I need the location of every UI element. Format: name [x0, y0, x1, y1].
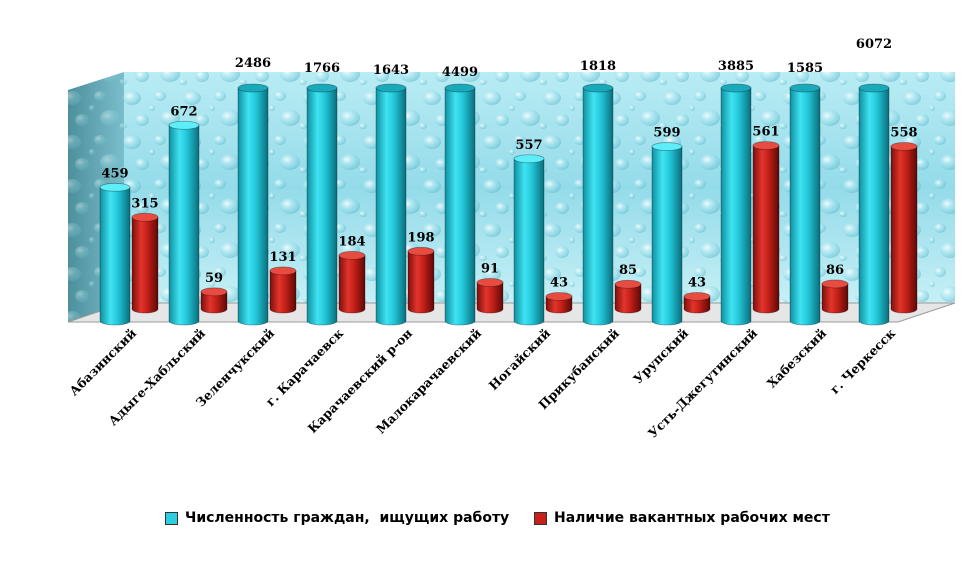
value-label-seekers-6: 557 [515, 138, 542, 153]
value-label-vacancies-8: 43 [688, 275, 706, 290]
value-label-seekers-2: 2486 [235, 56, 271, 71]
bar-seekers-8 [651, 142, 683, 326]
legend-label-seekers: Численность граждан, ищущих работу [185, 510, 510, 526]
value-label-seekers-3: 1766 [304, 61, 340, 76]
value-label-vacancies-0: 315 [131, 196, 158, 211]
value-label-seekers-8: 599 [653, 126, 680, 141]
value-label-vacancies-3: 184 [338, 234, 365, 249]
value-label-vacancies-2: 131 [269, 250, 296, 265]
legend-item-vacancies: Наличие вакантных рабочих мест [534, 510, 830, 526]
category-label-11: г. Черкесск [827, 326, 898, 397]
value-label-vacancies-9: 561 [752, 125, 779, 140]
bar-seekers-4 [375, 83, 407, 326]
bar-seekers-9 [720, 83, 752, 326]
value-label-vacancies-5: 91 [481, 261, 499, 276]
value-label-seekers-11: 6072 [856, 37, 892, 52]
value-label-seekers-9: 3885 [718, 59, 754, 74]
legend: Численность граждан, ищущих работу Налич… [0, 510, 968, 534]
value-label-vacancies-4: 198 [407, 230, 434, 245]
bar-seekers-11 [858, 83, 890, 326]
legend-item-seekers: Численность граждан, ищущих работу [165, 510, 509, 526]
value-label-seekers-10: 1585 [787, 61, 823, 76]
bar-vacancies-9 [752, 141, 780, 314]
bar-seekers-10 [789, 83, 821, 326]
value-label-vacancies-6: 43 [550, 275, 568, 290]
value-label-vacancies-11: 558 [890, 125, 917, 140]
category-label-6: Ногайский [486, 326, 553, 393]
bar-vacancies-7 [614, 279, 642, 314]
bar-vacancies-0 [131, 212, 159, 314]
category-label-8: Урупский [630, 326, 691, 387]
legend-swatch-vacancies [534, 511, 547, 525]
value-label-seekers-5: 4499 [442, 65, 478, 80]
value-label-seekers-4: 1643 [373, 63, 409, 78]
bar-seekers-0 [99, 182, 131, 326]
bar-seekers-6 [513, 154, 545, 326]
bar-seekers-2 [237, 83, 269, 326]
bars-layer [99, 83, 918, 326]
value-label-vacancies-1: 59 [205, 271, 223, 286]
bar-vacancies-4 [407, 246, 435, 314]
bar-seekers-3 [306, 83, 338, 326]
bar-seekers-7 [582, 83, 614, 326]
bar-vacancies-2 [269, 266, 297, 314]
category-label-0: Абазинский [66, 326, 139, 399]
bar-vacancies-5 [476, 278, 504, 314]
bar-seekers-1 [168, 120, 200, 326]
bar-vacancies-6 [545, 292, 573, 314]
value-label-seekers-0: 459 [101, 166, 128, 181]
value-label-vacancies-10: 86 [826, 263, 844, 278]
category-label-10: Хабезский [764, 326, 829, 391]
legend-swatch-seekers [165, 511, 178, 525]
value-label-vacancies-7: 85 [619, 263, 637, 278]
bar-seekers-5 [444, 83, 476, 326]
value-label-seekers-1: 672 [170, 104, 197, 119]
legend-label-vacancies: Наличие вакантных рабочих мест [554, 510, 830, 526]
bar-vacancies-3 [338, 251, 366, 314]
value-label-seekers-7: 1818 [580, 59, 616, 74]
bar-vacancies-11 [890, 142, 918, 314]
bar-vacancies-10 [821, 279, 849, 314]
bar-vacancies-8 [683, 292, 711, 314]
bar-vacancies-1 [200, 287, 228, 314]
